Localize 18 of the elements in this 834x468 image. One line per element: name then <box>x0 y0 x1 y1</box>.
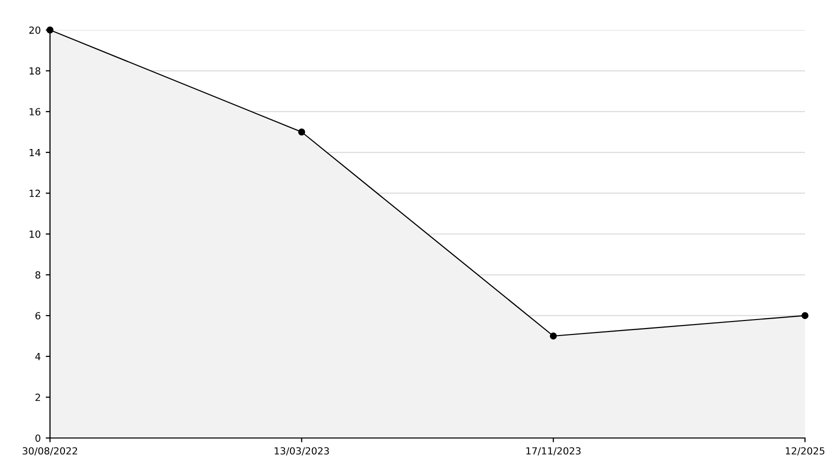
point <box>802 312 808 320</box>
x-tick-label: 17/11/2023 <box>526 447 581 456</box>
point <box>298 128 306 136</box>
x-tick-label: 12/2025 <box>786 447 824 456</box>
y-tick-label: 10 <box>30 230 40 238</box>
point <box>550 332 557 340</box>
y-tick-label: 6 <box>35 312 40 320</box>
y-tick-label: 12 <box>30 190 40 197</box>
y-tick-label: 18 <box>30 67 40 75</box>
x-tick-label: 13/03/2023 <box>274 447 329 456</box>
y-tick-label: 20 <box>29 26 40 34</box>
y-tick-label: 16 <box>30 108 40 116</box>
y-tick-label: 8 <box>35 271 40 279</box>
y-tick-label: 0 <box>35 434 40 442</box>
x-tick-label: 30/08/2022 <box>22 447 78 456</box>
y-tick-label: 14 <box>30 149 40 156</box>
y-tick-label: 4 <box>35 353 40 360</box>
y-tick-label: 2 <box>36 394 40 401</box>
